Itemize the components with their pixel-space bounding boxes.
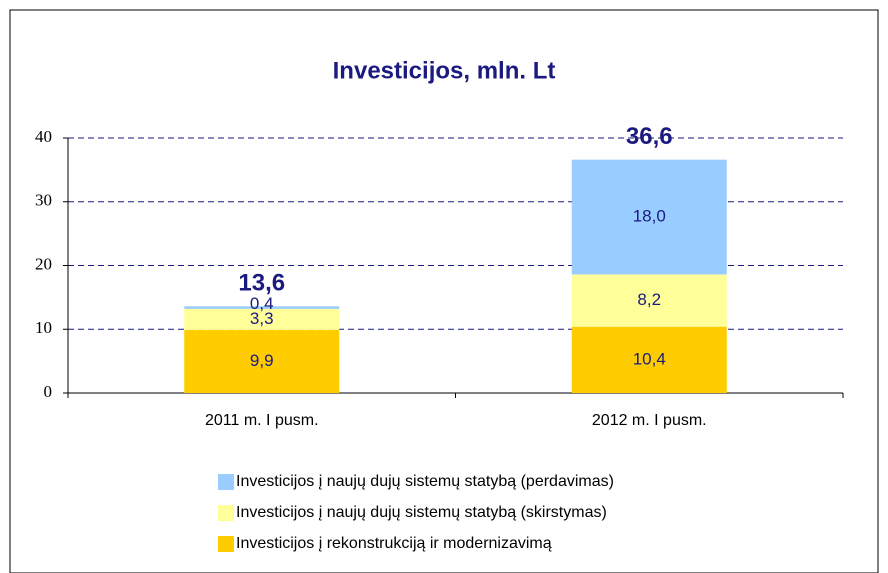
- y-tick-label: 0: [44, 382, 53, 401]
- legend-swatch: [218, 505, 234, 521]
- x-tick-label: 2012 m. I pusm.: [592, 412, 707, 429]
- x-tick-label: 2011 m. I pusm.: [205, 412, 319, 429]
- bar-segment: [571, 159, 727, 275]
- value-label: 3,3: [250, 309, 274, 328]
- value-label: 10,4: [633, 349, 666, 368]
- legend-label: Investicijos į naujų dujų sistemų statyb…: [236, 504, 607, 521]
- total-label: 36,6: [626, 123, 673, 150]
- legend-label: Investicijos į rekonstrukciją ir moderni…: [236, 535, 552, 552]
- chart-title: Investicijos, mln. Lt: [333, 57, 556, 84]
- value-label: 0,4: [250, 294, 274, 313]
- legend-label: Investicijos į naujų dujų sistemų statyb…: [236, 473, 614, 490]
- bar-segment: [184, 329, 340, 393]
- bar-segment: [184, 308, 340, 330]
- value-label: 18,0: [633, 207, 666, 226]
- total-label: 13,6: [238, 270, 285, 297]
- y-tick-label: 30: [35, 191, 52, 210]
- value-label: 8,2: [637, 290, 661, 309]
- legend-swatch: [218, 474, 234, 490]
- bar-segment: [571, 326, 727, 393]
- y-tick-label: 20: [35, 254, 52, 273]
- chart-frame: [9, 9, 879, 573]
- legend-swatch: [218, 536, 234, 552]
- y-tick-label: 10: [35, 318, 52, 337]
- y-tick-label: 40: [35, 127, 52, 146]
- bar-segment: [571, 274, 727, 327]
- bar-segment: [184, 306, 340, 309]
- value-label: 9,9: [250, 351, 274, 370]
